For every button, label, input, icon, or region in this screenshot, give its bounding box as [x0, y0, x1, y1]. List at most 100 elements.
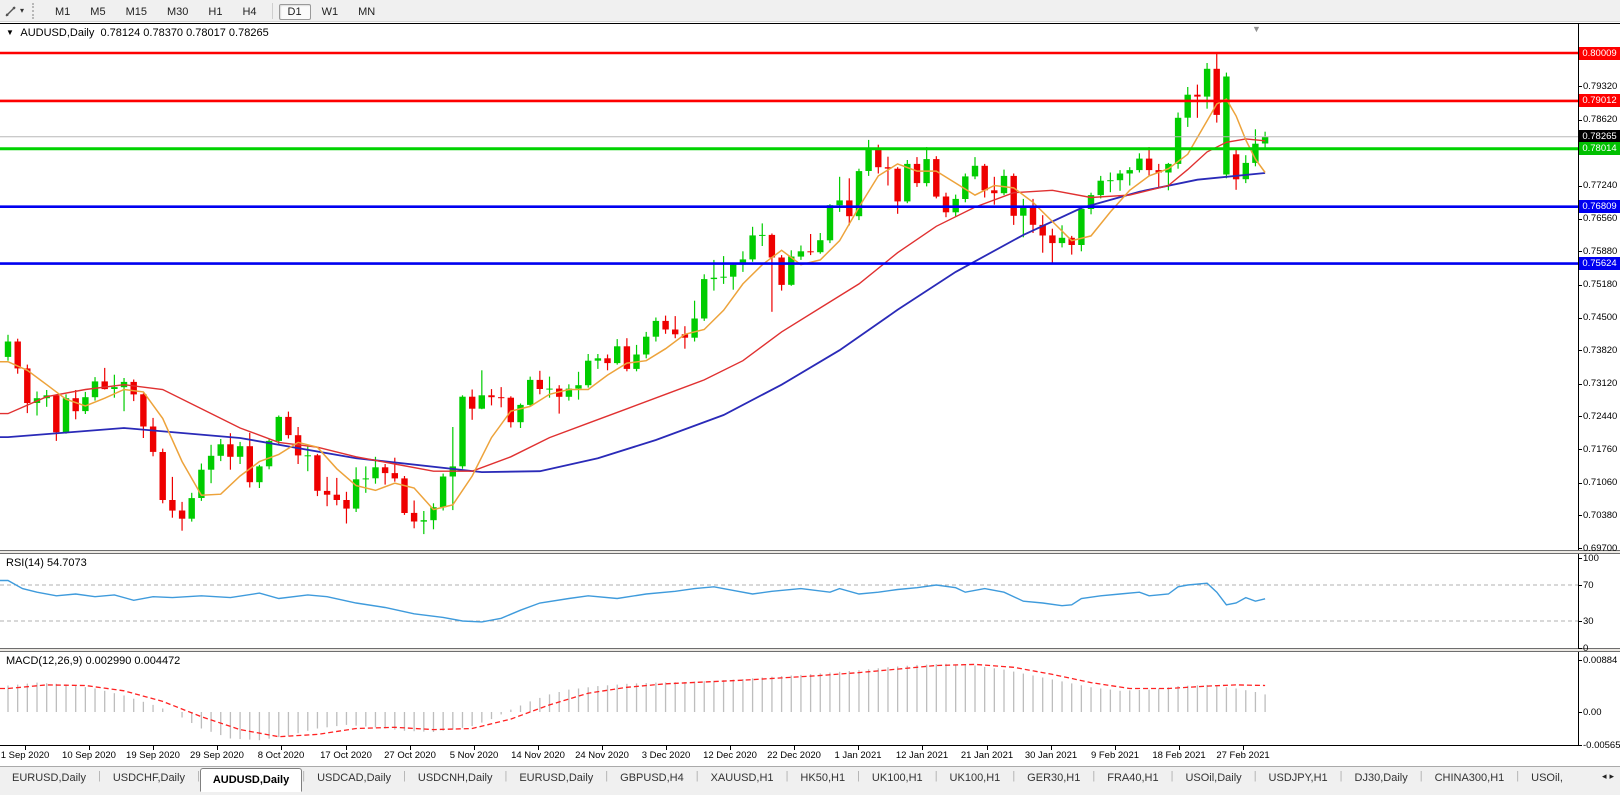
time-tick-mark	[346, 746, 347, 750]
chart-tab-eurusd-daily[interactable]: EURUSD,Daily	[519, 772, 594, 784]
macd-tick-label: 0.00884	[1583, 655, 1618, 666]
chart-tab-usdcnh-daily[interactable]: USDCNH,Daily	[417, 772, 493, 784]
tab-scroll-right-button[interactable]: ▸	[1609, 771, 1617, 781]
toolbar-grip	[32, 2, 39, 19]
chart-tab-china300-h1[interactable]: CHINA300,H1	[1434, 772, 1505, 784]
tab-separator: |	[504, 770, 508, 782]
tab-separator: |	[1012, 770, 1016, 782]
tab-separator: |	[302, 770, 306, 782]
time-tick-label: 8 Oct 2020	[257, 750, 305, 761]
price-tick-mark	[1578, 251, 1582, 252]
time-tick-mark	[1243, 746, 1244, 750]
time-tick-mark	[281, 746, 282, 750]
timeframe-button-w1[interactable]: W1	[321, 5, 339, 18]
tab-separator: |	[1253, 770, 1257, 782]
time-tick-label: 5 Nov 2020	[449, 750, 499, 761]
rsi-tick-mark	[1578, 648, 1582, 649]
timeframe-toolbar: ▾ M1 M5 M15 M30 H1 H4 D1 W1 MN	[0, 0, 1620, 22]
price-tick-mark	[1578, 318, 1582, 319]
macd-plot	[0, 663, 1266, 741]
rsi-indicator-label: RSI(14) 54.7073	[6, 557, 87, 569]
chart-window[interactable]	[0, 23, 1620, 747]
price-tick-label: 0.79320	[1583, 81, 1618, 92]
timeframe-button-m1[interactable]: M1	[55, 5, 71, 18]
price-tick-label: 0.73120	[1583, 378, 1618, 389]
chart-title: ▼ AUDUSD,Daily 0.78124 0.78370 0.78017 0…	[6, 27, 269, 39]
chart-tab-usoil-[interactable]: USOil,	[1531, 772, 1563, 784]
chart-tab-gbpusd-h4[interactable]: GBPUSD,H4	[620, 772, 684, 784]
price-tick-mark	[1578, 384, 1582, 385]
time-tick-label: 14 Nov 2020	[511, 750, 565, 761]
price-tick-mark	[1578, 86, 1582, 87]
chart-tab-uk100-h1[interactable]: UK100,H1	[871, 772, 923, 784]
chart-tab-bar: EURUSD,Daily | USDCHF,Daily | AUDUSD,Daily | U…	[0, 766, 1620, 795]
price-tick-label: 0.70380	[1583, 510, 1618, 521]
time-tick-label: 1 Jan 2021	[834, 750, 882, 761]
time-tick-label: 30 Jan 2021	[1024, 750, 1078, 761]
time-tick-label: 17 Oct 2020	[320, 750, 372, 761]
time-tick-label: 18 Feb 2021	[1152, 750, 1206, 761]
toolbar-separator	[271, 2, 273, 19]
price-tick-label: 0.75180	[1583, 279, 1618, 290]
macd-tick-mark	[1578, 745, 1582, 746]
main-plot	[0, 51, 1578, 535]
tab-separator: |	[1419, 770, 1423, 782]
chart-tab-ger30-h1[interactable]: GER30,H1	[1027, 772, 1081, 784]
price-tick-label: 0.69700	[1583, 543, 1618, 554]
rsi-tick-label: 100	[1583, 553, 1599, 564]
price-level-badge: 0.78014	[1579, 142, 1620, 155]
time-tick-mark	[987, 746, 988, 750]
tab-separator: |	[605, 770, 609, 782]
cursor-tool-button[interactable]: ▾	[0, 1, 28, 21]
chart-tab-usdchf-daily[interactable]: USDCHF,Daily	[112, 772, 185, 784]
timeframe-button-mn[interactable]: MN	[358, 5, 376, 18]
chart-shift-marker-icon[interactable]: ▼	[1252, 24, 1261, 34]
price-tick-mark	[1578, 186, 1582, 187]
time-tick-mark	[410, 746, 411, 750]
chart-tab-usdjpy-h1[interactable]: USDJPY,H1	[1268, 772, 1328, 784]
rsi-tick-label: 70	[1583, 580, 1594, 591]
time-tick-mark	[538, 746, 539, 750]
panel-splitter-macd[interactable]	[0, 648, 1620, 652]
chart-tab-usdcad-daily[interactable]: USDCAD,Daily	[317, 772, 392, 784]
chart-tab-eurusd-daily[interactable]: EURUSD,Daily	[12, 772, 86, 784]
macd-tick-label: 0.00	[1583, 707, 1602, 718]
tab-scroll-left-button[interactable]: ◂	[1601, 771, 1610, 781]
chart-tab-xauusd-h1[interactable]: XAUUSD,H1	[710, 772, 774, 784]
tab-separator: |	[1170, 770, 1174, 782]
timeframe-button-h4[interactable]: H4	[242, 5, 257, 18]
tab-separator: |	[1092, 770, 1096, 782]
timeframe-button-m30[interactable]: M30	[166, 5, 189, 18]
timeframe-button-h1[interactable]: H1	[208, 5, 223, 18]
tab-separator: |	[934, 770, 938, 782]
chart-tab-usoil-daily[interactable]: USOil,Daily	[1185, 772, 1242, 784]
time-tick-label: 22 Dec 2020	[767, 750, 821, 761]
timeframe-button-m15[interactable]: M15	[125, 5, 147, 18]
price-level-badge: 0.78265	[1579, 130, 1620, 143]
time-tick-label: 24 Nov 2020	[575, 750, 629, 761]
tab-separator: |	[695, 770, 699, 782]
chart-tab-dj30-daily[interactable]: DJ30,Daily	[1354, 772, 1408, 784]
rsi-name: RSI(14)	[6, 557, 44, 569]
rsi-tick-mark	[1578, 621, 1582, 622]
chart-tab-audusd-daily[interactable]: AUDUSD,Daily	[199, 768, 303, 792]
price-tick-mark	[1578, 285, 1582, 286]
timeframe-button-d1[interactable]: D1	[278, 3, 311, 20]
price-tick-label: 0.71060	[1583, 477, 1618, 488]
rsi-tick-mark	[1578, 558, 1582, 559]
macd-indicator-label: MACD(12,26,9) 0.002990 0.004472	[6, 655, 180, 667]
macd-tick-label: -0.00565	[1583, 740, 1620, 751]
panel-splitter-rsi[interactable]	[0, 550, 1620, 554]
rsi-tick-label: 30	[1583, 616, 1594, 627]
tab-separator: |	[785, 770, 789, 782]
price-tick-mark	[1578, 120, 1582, 121]
chart-tab-fra40-h1[interactable]: FRA40,H1	[1107, 772, 1159, 784]
rsi-tick-label: 0	[1583, 643, 1589, 654]
timeframe-button-m5[interactable]: M5	[90, 5, 106, 18]
chart-tab-hk50-h1[interactable]: HK50,H1	[800, 772, 846, 784]
time-tick-mark	[922, 746, 923, 750]
tab-separator: |	[403, 770, 406, 782]
chart-tab-uk100-h1[interactable]: UK100,H1	[949, 772, 1001, 784]
